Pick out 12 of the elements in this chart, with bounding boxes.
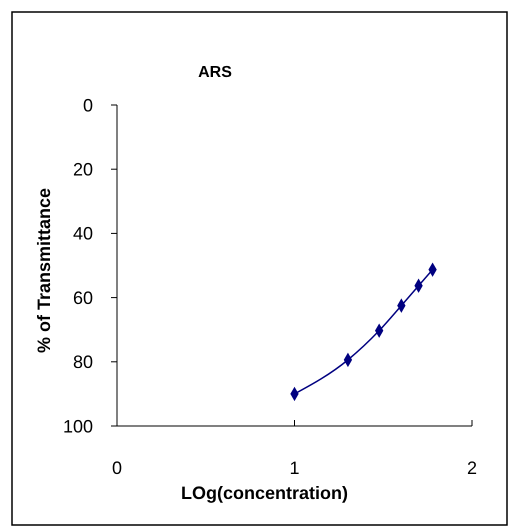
x-tick-label: 2 [466,458,478,478]
y-tick-label: 80 [72,352,93,372]
y-tick-label: 20 [72,160,93,180]
y-tick-label: 60 [72,288,93,308]
y-axis-title: % of Transmittance [34,188,54,354]
y-tick-label: 40 [72,224,93,244]
y-tick-label: 0 [82,95,93,116]
y-tick-label: 100 [62,416,93,436]
x-tick-label: 1 [289,458,300,478]
x-tick-label: 0 [112,458,122,478]
chart-title: ARS [198,64,232,81]
x-axis-title: LOg(concentration) [181,483,348,503]
